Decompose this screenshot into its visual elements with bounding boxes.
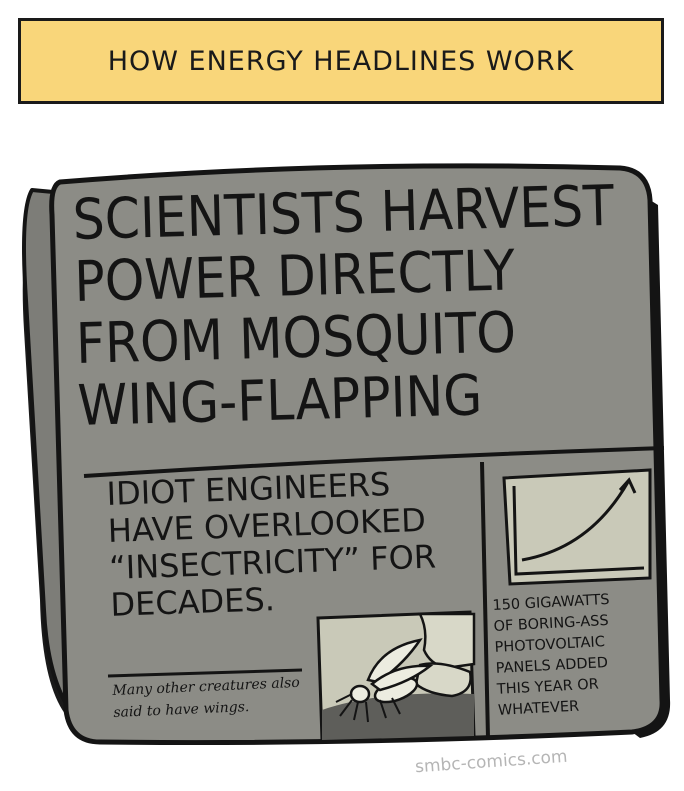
sidebar-story: 150 GIGAWATTS OF BORING-ASS PHOTOVOLTAIC…: [492, 588, 658, 722]
growth-chart-icon: [502, 468, 652, 586]
caption-divider: [107, 668, 303, 678]
panel-caption: HOW ENERGY HEADLINES WORK: [107, 45, 575, 77]
photo-caption: Many other creatures also said to have w…: [112, 674, 301, 721]
subheadline: IDIOT ENGINEERS HAVE OVERLOOKED “INSECTR…: [106, 463, 491, 624]
main-headline: SCIENTISTS HARVEST POWER DIRECTLY FROM M…: [72, 174, 648, 439]
newspaper-right-shadow: [632, 200, 671, 738]
panel-caption-box: HOW ENERGY HEADLINES WORK: [18, 18, 664, 104]
column-divider: [480, 461, 490, 739]
headline-divider: [83, 446, 665, 478]
mosquito-icon: [316, 610, 476, 742]
